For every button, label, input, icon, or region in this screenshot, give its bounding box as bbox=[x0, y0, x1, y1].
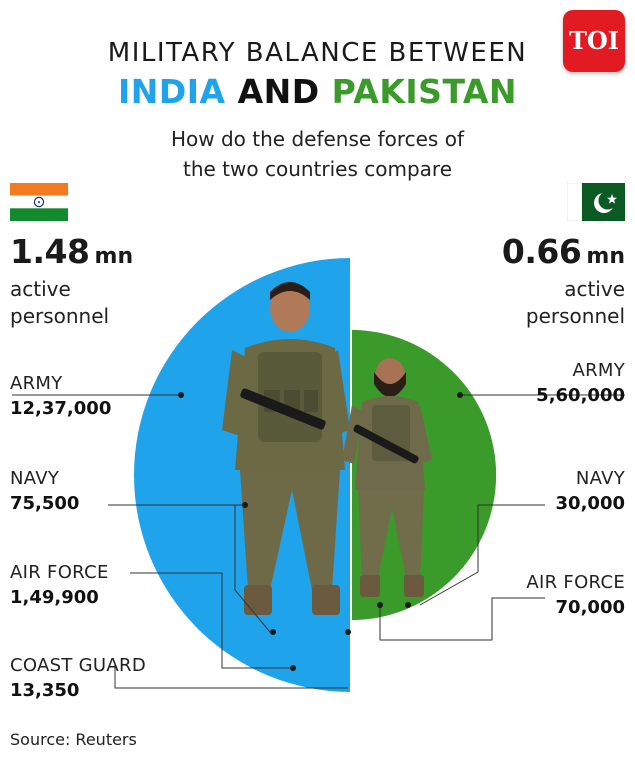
pakistan-total: 0.66 mn bbox=[502, 232, 625, 271]
pakistan-air-label: AIR FORCE bbox=[526, 572, 625, 593]
pakistan-active-label: active personnel bbox=[526, 276, 625, 330]
india-personnel-word: personnel bbox=[10, 304, 110, 328]
india-navy-label: NAVY bbox=[10, 468, 60, 489]
subtitle-line-1: How do the defense forces of bbox=[171, 127, 464, 151]
india-leader-lines bbox=[12, 394, 348, 689]
pakistan-navy-value: 30,000 bbox=[555, 493, 625, 514]
india-coast-value: 13,350 bbox=[10, 680, 80, 701]
india-flag-icon bbox=[10, 183, 68, 221]
pakistan-army-value: 5,60,000 bbox=[536, 385, 625, 406]
india-navy-value: 75,500 bbox=[10, 493, 80, 514]
india-active-label: active personnel bbox=[10, 276, 109, 330]
pakistan-army-label: ARMY bbox=[572, 360, 625, 381]
india-total-unit: mn bbox=[94, 244, 134, 269]
title-line-1: MILITARY BALANCE BETWEEN bbox=[107, 38, 528, 68]
pakistan-flag-icon bbox=[567, 183, 625, 221]
pakistan-personnel-word: personnel bbox=[525, 304, 625, 328]
pakistan-total-value: 0.66 bbox=[501, 232, 582, 271]
india-active-word: active bbox=[10, 277, 71, 301]
india-soldier-figure bbox=[222, 282, 350, 615]
title-india: INDIA bbox=[117, 72, 226, 111]
pakistan-total-unit: mn bbox=[586, 244, 625, 269]
india-leader-dots bbox=[178, 392, 351, 671]
india-air-value: 1,49,900 bbox=[10, 587, 99, 608]
india-army-value: 12,37,000 bbox=[10, 398, 112, 419]
india-total: 1.48 mn bbox=[10, 232, 133, 271]
india-total-value: 1.48 bbox=[10, 232, 90, 271]
pakistan-air-value: 70,000 bbox=[555, 597, 625, 618]
source-note: Source: Reuters bbox=[10, 730, 137, 749]
india-army-label: ARMY bbox=[10, 373, 63, 394]
pakistan-leader-dots bbox=[377, 392, 463, 608]
toi-logo: TOI bbox=[563, 10, 625, 72]
india-air-label: AIR FORCE bbox=[10, 562, 109, 583]
title-line-2: INDIA AND PAKISTAN bbox=[0, 72, 635, 111]
india-coast-label: COAST GUARD bbox=[10, 655, 146, 676]
pakistan-active-word: active bbox=[564, 277, 625, 301]
pakistan-leader-lines bbox=[379, 394, 625, 641]
title-pakistan: PAKISTAN bbox=[331, 72, 518, 111]
pakistan-soldier-figure bbox=[342, 358, 432, 597]
subtitle-line-2: the two countries compare bbox=[182, 157, 452, 181]
subtitle: How do the defense forces of the two cou… bbox=[100, 124, 535, 184]
pakistan-navy-label: NAVY bbox=[575, 468, 625, 489]
title-and: AND bbox=[237, 72, 320, 111]
